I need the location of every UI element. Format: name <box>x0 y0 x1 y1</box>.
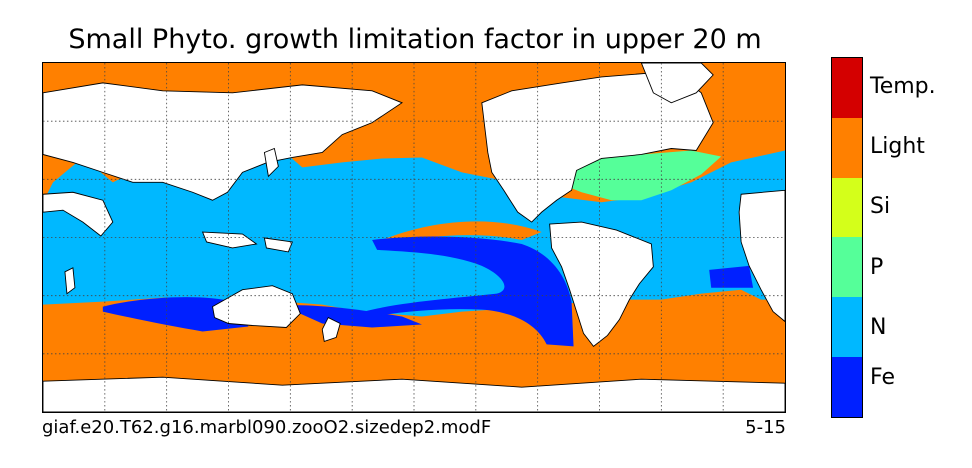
south-america-landmass <box>549 221 654 348</box>
greenland-landmass <box>640 63 714 104</box>
north-america-landmass <box>481 72 714 223</box>
colorbar-label-temp: Temp. <box>870 74 936 99</box>
colorbar-label-light: Light <box>870 134 925 160</box>
case-name-label: giaf.e20.T62.g16.marbl090.zooO2.sizedep2… <box>42 417 492 438</box>
figure-title: Small Phyto. growth limitation factor in… <box>68 24 762 55</box>
fe-limited-southeast-pacific-region <box>364 236 574 347</box>
fe-limited-tropical-atlantic-region <box>709 265 754 288</box>
colorbar-segment-temp <box>832 58 862 118</box>
colorbar-segment-si <box>832 177 862 238</box>
ocean-limitation-map <box>43 63 785 412</box>
light-limited-central-pacific-band <box>382 221 542 244</box>
colorbar-label-si: Si <box>870 194 891 220</box>
fe-limited-southern-ocean-east-region <box>282 305 422 328</box>
africa-landmass <box>738 189 785 323</box>
colorbar-label-n: N <box>870 314 887 340</box>
colorbar-segment-light <box>832 117 862 178</box>
colorbar-segment-p <box>832 237 862 298</box>
australia-landmass <box>212 285 301 328</box>
new-zealand-landmass <box>321 316 341 342</box>
indonesia-islands <box>201 231 293 253</box>
colorbar-label-fe: Fe <box>870 364 895 390</box>
arabia-india-landmass <box>43 191 114 237</box>
colorbar-segment-fe <box>832 357 862 417</box>
p-limited-north-atlantic-region <box>561 150 722 201</box>
map-gridlines <box>43 63 785 412</box>
eurasia-landmass <box>43 82 403 201</box>
fe-limited-southern-indian-region <box>102 297 249 332</box>
colorbar-label-p: P <box>870 254 884 280</box>
japan-islands <box>263 147 279 178</box>
colorbar <box>831 57 863 418</box>
map-panel <box>42 62 786 413</box>
madagascar-landmass <box>64 267 76 295</box>
colorbar-segment-n <box>832 297 862 358</box>
years-label: 5-15 <box>745 417 786 438</box>
